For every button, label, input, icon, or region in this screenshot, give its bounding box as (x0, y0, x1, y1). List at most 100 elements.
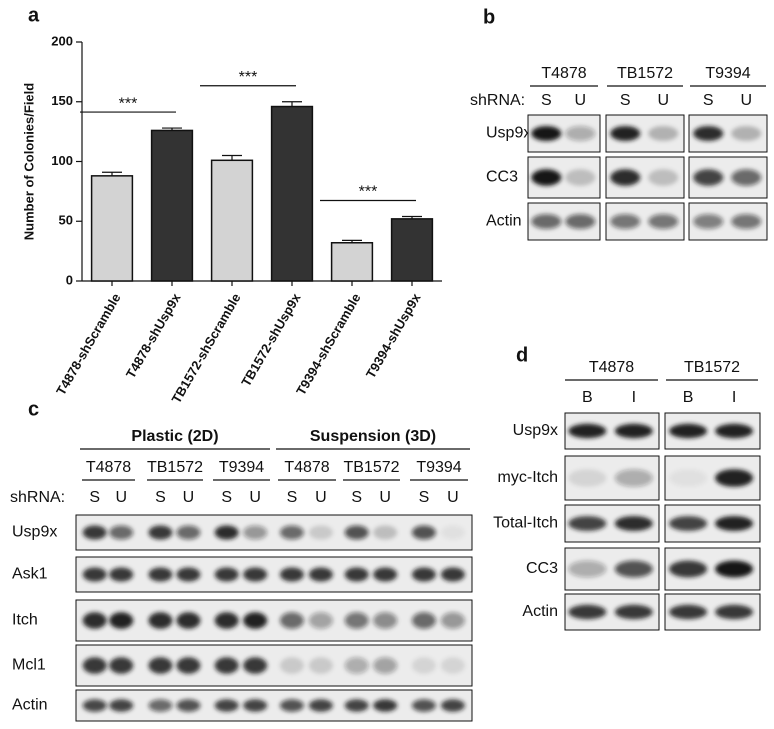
panel-label: c (28, 398, 39, 420)
row-label: Usp9x (513, 422, 558, 439)
blot-band (82, 699, 107, 712)
blot-band (565, 169, 596, 186)
y-axis-title: Number of Colonies/Field (21, 83, 36, 241)
blot-band (568, 423, 607, 439)
bar (330, 242, 374, 282)
blot-band (411, 567, 436, 582)
blot-band (568, 516, 607, 531)
blot-band (176, 525, 201, 540)
blot-band (344, 699, 369, 712)
blot-band (308, 657, 333, 674)
row-label: CC3 (486, 169, 518, 186)
blot-frame (75, 689, 473, 722)
lane-label: S (221, 489, 232, 506)
bar (210, 159, 254, 282)
group-label: TB1572 (617, 65, 673, 82)
significance-label: *** (359, 184, 378, 201)
blot-band (148, 657, 173, 674)
lane-label: U (249, 489, 261, 506)
row-label: Mcl1 (12, 657, 46, 674)
blot-band (440, 567, 465, 582)
blot-band (373, 567, 398, 582)
group-label: T9394 (416, 459, 461, 476)
blot-band (531, 214, 562, 229)
row-label: Actin (12, 697, 48, 714)
row-label: Usp9x (486, 125, 531, 142)
blot-band (308, 612, 333, 629)
blot-band (731, 169, 762, 186)
condition-label: Suspension (3D) (310, 428, 436, 445)
y-tick-label: 50 (59, 213, 73, 228)
group-label: T4878 (284, 459, 329, 476)
blot-band (648, 214, 679, 229)
blot-band (715, 560, 754, 578)
blot-band (243, 657, 268, 674)
blot-band (531, 126, 562, 141)
lane-label: S (419, 489, 430, 506)
blot-band (715, 469, 754, 487)
blot-band (411, 699, 436, 712)
blot-band (411, 525, 436, 540)
row-label: Itch (12, 612, 38, 629)
blot-band (148, 699, 173, 712)
blot-band (669, 560, 708, 578)
blot-frame (75, 644, 473, 687)
blot-band (693, 214, 724, 229)
blot-band (176, 567, 201, 582)
row-label: Actin (522, 603, 558, 620)
blot-band (565, 214, 596, 229)
blot-band (411, 612, 436, 629)
lane-label: U (115, 489, 127, 506)
blot-band (148, 612, 173, 629)
blot-band (109, 567, 134, 582)
blot-band (669, 469, 708, 487)
lane-label: S (351, 489, 362, 506)
blot-band (214, 657, 239, 674)
lane-label: U (575, 92, 587, 109)
blot-band (693, 169, 724, 186)
blot-band (243, 699, 268, 712)
lane-label: B (683, 389, 694, 406)
lane-header: shRNA: (10, 489, 65, 506)
blot-band (214, 612, 239, 629)
blot-band (610, 126, 641, 141)
blot-band (82, 525, 107, 540)
row-label: CC3 (526, 560, 558, 577)
lane-label: B (582, 389, 593, 406)
blot-band (568, 604, 607, 620)
blot-band (344, 567, 369, 582)
blot-band (308, 525, 333, 540)
row-label: Usp9x (12, 524, 57, 541)
blot-band (308, 567, 333, 582)
condition-label: Plastic (2D) (131, 428, 218, 445)
y-tick-label: 200 (51, 33, 73, 48)
lane-label: U (657, 92, 669, 109)
blot-band (610, 169, 641, 186)
blot-band (109, 657, 134, 674)
blot-band (693, 126, 724, 141)
blot-band (82, 657, 107, 674)
group-label: TB1572 (684, 359, 740, 376)
lane-label: S (541, 92, 552, 109)
x-tick-label: T4878-shScramble (53, 291, 123, 398)
blot-band (176, 612, 201, 629)
panel-label: d (516, 344, 528, 366)
blot-band (715, 423, 754, 439)
lane-header: shRNA: (470, 92, 525, 109)
blot-band (176, 657, 201, 674)
blot-band (373, 699, 398, 712)
blot-band (440, 699, 465, 712)
y-tick-label: 100 (51, 153, 73, 168)
blot-band (669, 423, 708, 439)
lane-label: S (703, 92, 714, 109)
blot-band (148, 525, 173, 540)
panel-label: a (28, 4, 40, 26)
blot-band (614, 560, 653, 578)
blot-band (610, 214, 641, 229)
blot-band (440, 612, 465, 629)
lane-label: U (315, 489, 327, 506)
blot-band (279, 612, 304, 629)
row-label: myc-Itch (498, 469, 558, 486)
